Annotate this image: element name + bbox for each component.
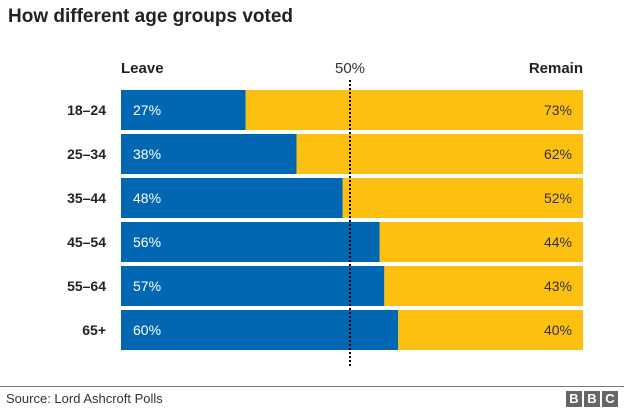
chart-title: How different age groups voted [8,6,294,27]
bar-leave [121,90,246,130]
category-label: 65+ [82,322,106,338]
category-label: 18–24 [67,102,106,118]
data-label-leave: 57% [133,278,161,294]
data-label-leave: 60% [133,322,161,338]
data-label-remain: 52% [544,190,572,206]
bar-remain [398,310,583,350]
bar-leave [121,134,297,174]
bar-leave [121,266,385,306]
legend-remain: Remain [528,60,583,77]
data-label-leave: 38% [133,146,161,162]
bar-remain [342,178,583,218]
legend-leave: Leave [121,60,164,77]
chart: 18–24 27% 73% 25–34 38% 62% 35–44 48% 52% 45–54 56… [67,80,584,368]
bar-leave [121,178,343,218]
category-label: 45–54 [67,234,106,250]
bar-remain [384,266,583,306]
bar-remain [245,90,584,130]
data-label-remain: 73% [544,102,572,118]
bar-leave [121,310,399,350]
footer-divider [0,386,624,387]
data-label-remain: 43% [544,278,572,294]
data-label-remain: 40% [544,322,572,338]
data-label-remain: 62% [544,146,572,162]
bar-remain [379,222,583,262]
bar-remain [296,134,583,174]
data-label-leave: 48% [133,190,161,206]
bar-leave [121,222,380,262]
data-label-leave: 56% [133,234,161,250]
category-label: 35–44 [67,190,106,206]
data-label-remain: 44% [544,234,572,250]
category-label: 55–64 [67,278,106,294]
category-label: 25–34 [67,146,106,162]
reference-line-label: 50% [335,60,366,77]
data-label-leave: 27% [133,102,161,118]
source-note: Source: Lord Ashcroft Polls [6,391,163,406]
